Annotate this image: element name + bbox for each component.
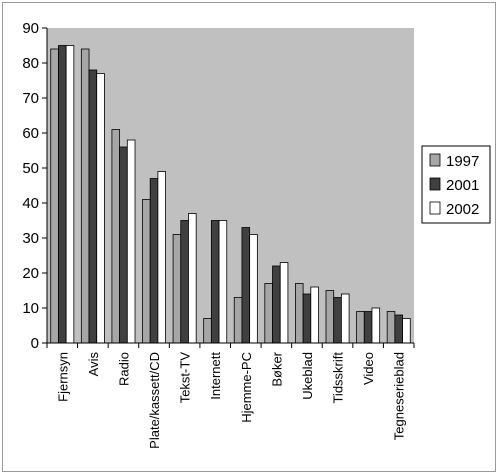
bar-2002-10 (371, 307, 381, 344)
bar-1997-6 (233, 297, 243, 344)
bar-1997-8 (295, 283, 304, 344)
x-tick-label: Radio (117, 352, 132, 386)
legend-swatch-2002 (429, 201, 441, 215)
y-tick-label: 80 (22, 55, 39, 72)
y-axis: 0 10 20 30 40 50 60 70 80 90 (22, 20, 48, 352)
bar-2002-9 (340, 293, 350, 344)
bar-2002-11 (402, 318, 411, 344)
y-tick-label: 50 (22, 160, 39, 177)
y-tick-label: 70 (22, 90, 39, 107)
bar-2002-0 (65, 45, 75, 344)
bar-2001-5 (210, 220, 220, 344)
y-tick-label: 10 (22, 300, 39, 317)
bar-1997-11 (386, 311, 396, 344)
x-tick-label: Plate/kassett/CD (147, 352, 162, 449)
bar-2002-5 (218, 220, 228, 344)
plot-area (47, 28, 414, 343)
y-tick-label: 40 (22, 195, 39, 212)
bar-2002-2 (126, 139, 136, 344)
y-tick-label: 20 (22, 265, 39, 282)
bar-2001-8 (302, 293, 312, 344)
bar-2002-7 (279, 262, 289, 344)
bar-2001-7 (272, 265, 281, 344)
y-tick-label: 0 (31, 335, 39, 352)
y-tick-label: 90 (22, 20, 39, 37)
y-tick-label: 30 (22, 230, 39, 247)
bar-1997-7 (264, 283, 273, 344)
bar-2002-4 (188, 213, 197, 344)
bar-1997-3 (142, 199, 151, 344)
bar-2001-11 (394, 314, 403, 344)
x-tick-label: Internett (208, 352, 223, 400)
bar-1997-0 (50, 48, 59, 344)
x-tick-label: Tegneserieblad (392, 352, 407, 440)
bar-1997-1 (80, 48, 90, 344)
bar-2002-6 (249, 234, 258, 344)
x-tick-label: Tidsskrift (331, 352, 346, 404)
bar-2001-0 (58, 45, 67, 344)
bar-2001-10 (363, 311, 373, 344)
x-tick-label: Hjemme-PC (239, 352, 254, 423)
bar-2001-4 (180, 220, 189, 344)
x-tick-label: Ukeblad (300, 352, 315, 400)
legend-swatch-1997 (429, 153, 441, 167)
bar-1997-9 (325, 290, 335, 344)
bar-2001-6 (241, 227, 251, 344)
x-axis: Fjernsyn Avis Radio Plate/kassett/CD Tekst-T… (46, 342, 415, 449)
bars (50, 45, 411, 344)
x-tick-label: Bøker (269, 351, 284, 386)
bar-1997-10 (356, 311, 365, 344)
y-tick-label: 60 (22, 125, 39, 142)
bar-2001-2 (119, 146, 128, 344)
bar-1997-2 (111, 129, 121, 344)
legend-label-2001: 2001 (446, 177, 479, 194)
legend: 1997 2001 2002 (421, 145, 491, 224)
x-tick-label: Avis (86, 352, 101, 377)
bar-2002-8 (310, 286, 319, 344)
x-tick-label: Video (361, 352, 376, 385)
legend-swatch-2001 (429, 177, 441, 191)
legend-label-1997: 1997 (446, 153, 479, 170)
bar-2002-1 (96, 73, 105, 344)
legend-label-2002: 2002 (446, 201, 479, 218)
bar-2002-3 (157, 171, 166, 344)
bar-1997-5 (203, 318, 212, 344)
x-tick-label: Fjernsyn (55, 352, 70, 402)
bar-2001-9 (333, 297, 342, 344)
bar-2001-3 (149, 178, 159, 344)
x-tick-label: Tekst-TV (178, 352, 193, 404)
bar-2001-1 (88, 69, 98, 344)
bar-1997-4 (172, 234, 182, 344)
